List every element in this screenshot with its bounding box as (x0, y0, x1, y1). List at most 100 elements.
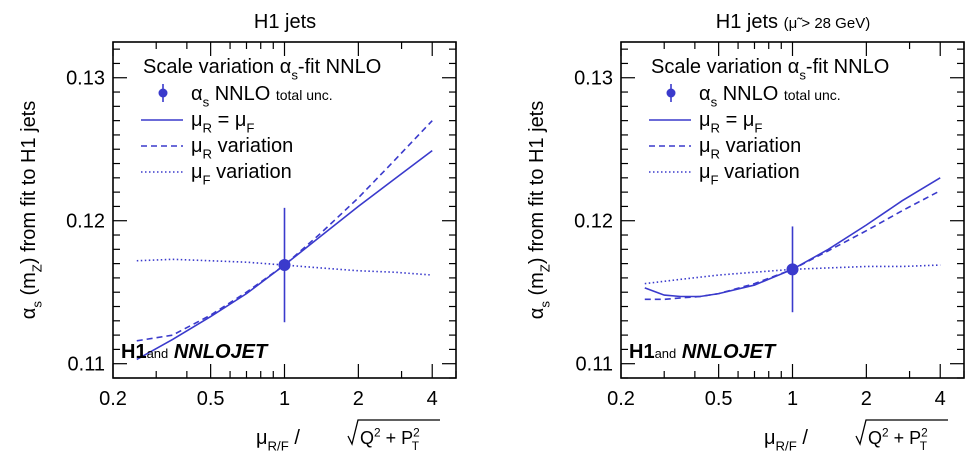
legend-item-label-part-2: variation (719, 161, 800, 183)
legend-header-part-1: s (291, 67, 298, 82)
legend-item-label: μR = μF (699, 109, 762, 135)
series-line-dashed (136, 120, 433, 342)
series-line-dashed (644, 189, 941, 301)
x-tick-label: 0.2 (99, 388, 127, 410)
legend-header-part-1: s (799, 67, 806, 82)
x-axis-label: μR/F / (256, 427, 300, 453)
legend-point-marker (158, 88, 168, 98)
h1-nnlojet-logo-part-1: and (147, 346, 169, 361)
y-axis-label-part-1: s (537, 301, 552, 308)
legend-item-label-part-2: = μ (720, 109, 754, 131)
sqrt-sign (347, 419, 440, 446)
legend-point-label-part-1: s (203, 94, 210, 109)
x-axis-label-part-1: R/F (268, 438, 289, 453)
legend-header-part-0: Scale variation α (651, 56, 799, 78)
x-tick-label: 2 (353, 388, 364, 410)
y-axis-label: αs (mZ) from fit to H1 jets (526, 101, 552, 319)
y-tick-label: 0.12 (66, 211, 105, 233)
y-tick-label: 0.11 (576, 354, 613, 376)
y-tick-label: 0.12 (574, 211, 613, 233)
y-axis-label-part-2: (m (526, 272, 548, 301)
sqrt-content-part-2: + P (889, 428, 922, 448)
legend-item-label-part-0: μ (191, 161, 203, 183)
sqrt-content-part-2: + P (381, 428, 414, 448)
chart-title: H1 jets (254, 11, 316, 33)
h1-nnlojet-logo-part-3: NNLOJET (682, 341, 777, 363)
legend-header-part-2: -fit NNLO (298, 56, 381, 78)
h1-nnlojet-logo: H1and NNLOJET (629, 341, 777, 363)
legend-point-label-part-0: α (191, 83, 203, 105)
legend-item-label-part-3: F (246, 120, 254, 135)
x-axis-label-part-2: / (797, 427, 809, 449)
fit-point-marker (278, 259, 291, 272)
legend-item-label-part-1: F (203, 172, 211, 187)
legend-item-label-part-3: F (754, 120, 762, 135)
legend-point-label-part-0: α (699, 83, 711, 105)
legend-item-label-part-1: R (203, 120, 213, 135)
legend-item-label: μF variation (191, 161, 292, 187)
series-line-dotted (136, 258, 433, 276)
x-axis-label-part-0: μ (256, 427, 268, 449)
h1-nnlojet-logo: H1and NNLOJET (121, 341, 269, 363)
legend-point-label: αs NNLO total unc. (191, 83, 333, 109)
x-tick-label: 4 (935, 388, 946, 410)
sqrt-content-part-0: Q (868, 428, 882, 448)
y-axis-label-part-3: Z (29, 264, 44, 272)
sqrt-content-part-3: 2 (413, 425, 420, 439)
legend-item-label-part-1: R (711, 146, 721, 161)
legend-item-label: μF variation (699, 161, 800, 187)
chart-title: H1 jets (μ̃ > 28 GeV) (716, 11, 870, 33)
legend-item-label-part-0: μ (191, 109, 203, 131)
legend-item-label-part-1: R (711, 120, 721, 135)
y-axis-label-part-1: s (29, 301, 44, 308)
h1-nnlojet-logo-part-3: NNLOJET (174, 341, 269, 363)
sqrt-content-part-4: T (412, 439, 419, 453)
legend-header: Scale variation αs-fit NNLO (143, 56, 381, 82)
legend-item-label: μR variation (191, 135, 293, 161)
legend-point-marker (666, 88, 676, 98)
sqrt-sign (855, 419, 948, 446)
x-tick-label: 4 (427, 388, 438, 410)
fit-point-marker (786, 263, 799, 276)
sqrt-content-part-1: 2 (882, 425, 889, 439)
sqrt-content-part-0: Q (360, 428, 374, 448)
legend-item-label-part-2: variation (211, 161, 292, 183)
sqrt-content-part-1: 2 (374, 425, 381, 439)
y-axis-label-part-2: (m (18, 272, 40, 301)
x-axis-label-part-1: R/F (776, 438, 797, 453)
legend-item-label-part-2: variation (212, 135, 293, 157)
legend-header-part-2: -fit NNLO (806, 56, 889, 78)
legend-point-label-part-4: total unc. (276, 87, 333, 103)
chart-title-part-2: (μ̃ > 28 GeV) (784, 15, 871, 32)
h1-nnlojet-logo-part-1: and (655, 346, 677, 361)
x-tick-label: 2 (861, 388, 872, 410)
chart-title-part-0: H1 jets (254, 11, 316, 33)
series-line-solid (644, 177, 941, 298)
h1-nnlojet-logo-part-0: H1 (121, 341, 147, 363)
y-tick-label: 0.13 (574, 68, 613, 90)
y-axis-label-part-0: α (526, 308, 548, 320)
y-axis-label: αs (mZ) from fit to H1 jets (18, 101, 44, 319)
legend-header: Scale variation αs-fit NNLO (651, 56, 889, 82)
legend-item-label-part-2: variation (720, 135, 801, 157)
legend-header-part-0: Scale variation α (143, 56, 291, 78)
legend-item-label-part-2: = μ (212, 109, 246, 131)
legend-point-label-part-4: total unc. (784, 87, 841, 103)
sqrt-content-part-3: 2 (921, 425, 928, 439)
legend-item-label-part-1: F (711, 172, 719, 187)
h1-nnlojet-logo-part-0: H1 (629, 341, 655, 363)
sqrt-content: Q2 + P2 T (360, 425, 420, 452)
legend-item-label: μR variation (699, 135, 801, 161)
legend-item-label-part-0: μ (699, 135, 711, 157)
x-tick-label: 0.2 (607, 388, 635, 410)
x-axis-label: μR/F / (764, 427, 808, 453)
legend-item-label-part-0: μ (699, 161, 711, 183)
x-axis-label-part-2: / (289, 427, 301, 449)
y-axis-label-part-4: ) from fit to H1 jets (526, 101, 548, 264)
x-tick-label: 0.5 (705, 388, 733, 410)
x-tick-label: 1 (787, 388, 798, 410)
legend-point-label-part-1: s (711, 94, 718, 109)
legend-point-label: αs NNLO total unc. (699, 83, 841, 109)
